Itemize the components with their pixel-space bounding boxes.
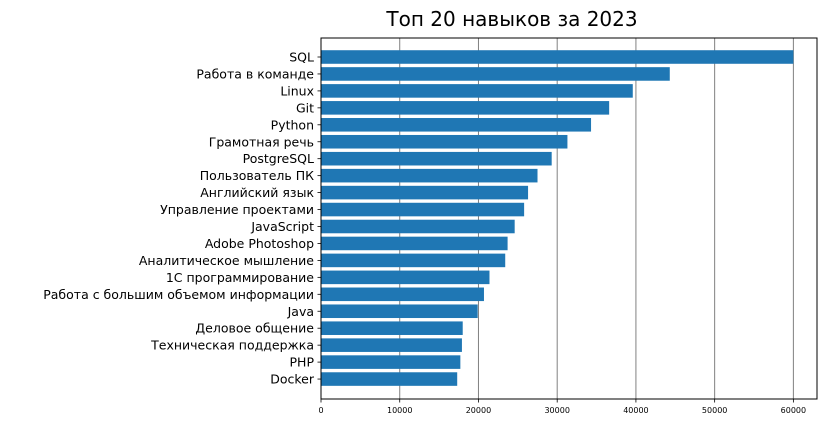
y-tick-label: Linux bbox=[280, 83, 314, 98]
bar bbox=[321, 270, 490, 285]
bar bbox=[321, 202, 525, 217]
bar bbox=[321, 151, 552, 166]
y-tick-label: JavaScript bbox=[250, 219, 314, 234]
y-tick-label: Пользователь ПК bbox=[200, 168, 314, 183]
bar bbox=[321, 134, 568, 149]
bar bbox=[321, 67, 670, 81]
bar bbox=[321, 185, 529, 200]
bar bbox=[321, 50, 794, 64]
bar bbox=[321, 372, 458, 386]
bar bbox=[321, 253, 506, 268]
bar bbox=[321, 118, 592, 132]
y-tick-label: Техническая поддержка bbox=[150, 338, 314, 353]
y-tick-label: Работа с большим объемом информации bbox=[43, 287, 314, 302]
bar bbox=[321, 321, 463, 335]
x-tick-label: 0 bbox=[318, 406, 323, 415]
bar bbox=[321, 355, 461, 369]
y-tick-label: Управление проектами bbox=[160, 202, 314, 217]
y-tick-label: Java bbox=[287, 304, 314, 319]
bar bbox=[321, 304, 478, 319]
bar bbox=[321, 338, 462, 352]
bar bbox=[321, 101, 610, 115]
x-tick-label: 30000 bbox=[544, 406, 569, 415]
grid-layer bbox=[320, 38, 794, 399]
y-tick-label: PHP bbox=[290, 355, 315, 370]
bar-layer bbox=[321, 50, 794, 386]
bar bbox=[321, 236, 508, 251]
y-tick-label: PostgreSQL bbox=[243, 151, 314, 166]
y-tick-label: Деловое общение bbox=[195, 321, 314, 336]
y-tick-label: Английский язык bbox=[200, 185, 314, 200]
x-tick-label: 40000 bbox=[623, 406, 648, 415]
y-tick-label: Adobe Photoshop bbox=[205, 236, 314, 251]
y-tick-label: Docker bbox=[270, 372, 315, 387]
chart-title: Топ 20 навыков за 2023 bbox=[385, 7, 637, 31]
bar bbox=[321, 219, 515, 234]
x-tick-label: 10000 bbox=[387, 406, 412, 415]
y-tick-label: 1С программирование bbox=[166, 270, 314, 285]
x-tick-label: 60000 bbox=[781, 406, 806, 415]
plot-frame bbox=[320, 37, 818, 400]
x-tick-labels: 0 10000 20000 30000 40000 50000 60000 bbox=[318, 399, 806, 415]
y-tick-label: Python bbox=[271, 117, 314, 132]
bar bbox=[321, 84, 633, 98]
y-tick-label: SQL bbox=[289, 50, 314, 65]
bar bbox=[321, 287, 484, 302]
y-tick-label: Работа в команде bbox=[196, 66, 314, 81]
y-tick-label: Аналитическое мышление bbox=[139, 253, 314, 268]
x-tick-label: 50000 bbox=[702, 406, 727, 415]
x-tick-label: 20000 bbox=[466, 406, 491, 415]
bar bbox=[321, 168, 538, 183]
y-tick-label: Git bbox=[296, 100, 314, 115]
y-tick-label: Грамотная речь bbox=[209, 134, 314, 149]
